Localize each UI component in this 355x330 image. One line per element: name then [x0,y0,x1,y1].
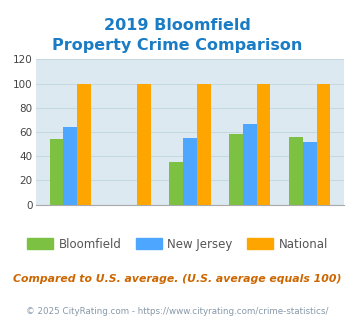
Bar [303,142,317,205]
Bar [50,139,63,205]
Bar [137,83,151,205]
Legend: Bloomfield, New Jersey, National: Bloomfield, New Jersey, National [22,233,333,255]
Bar [197,83,211,205]
Bar [169,162,183,205]
Bar [63,127,77,205]
Bar [243,123,257,205]
Bar [317,83,330,205]
Bar [183,138,197,205]
Bar [229,134,243,205]
Text: Property Crime Comparison: Property Crime Comparison [52,38,303,53]
Bar [257,83,271,205]
Text: 2019 Bloomfield: 2019 Bloomfield [104,18,251,33]
Bar [77,83,91,205]
Bar [289,137,303,205]
Text: Compared to U.S. average. (U.S. average equals 100): Compared to U.S. average. (U.S. average … [13,274,342,284]
Text: © 2025 CityRating.com - https://www.cityrating.com/crime-statistics/: © 2025 CityRating.com - https://www.city… [26,307,329,316]
